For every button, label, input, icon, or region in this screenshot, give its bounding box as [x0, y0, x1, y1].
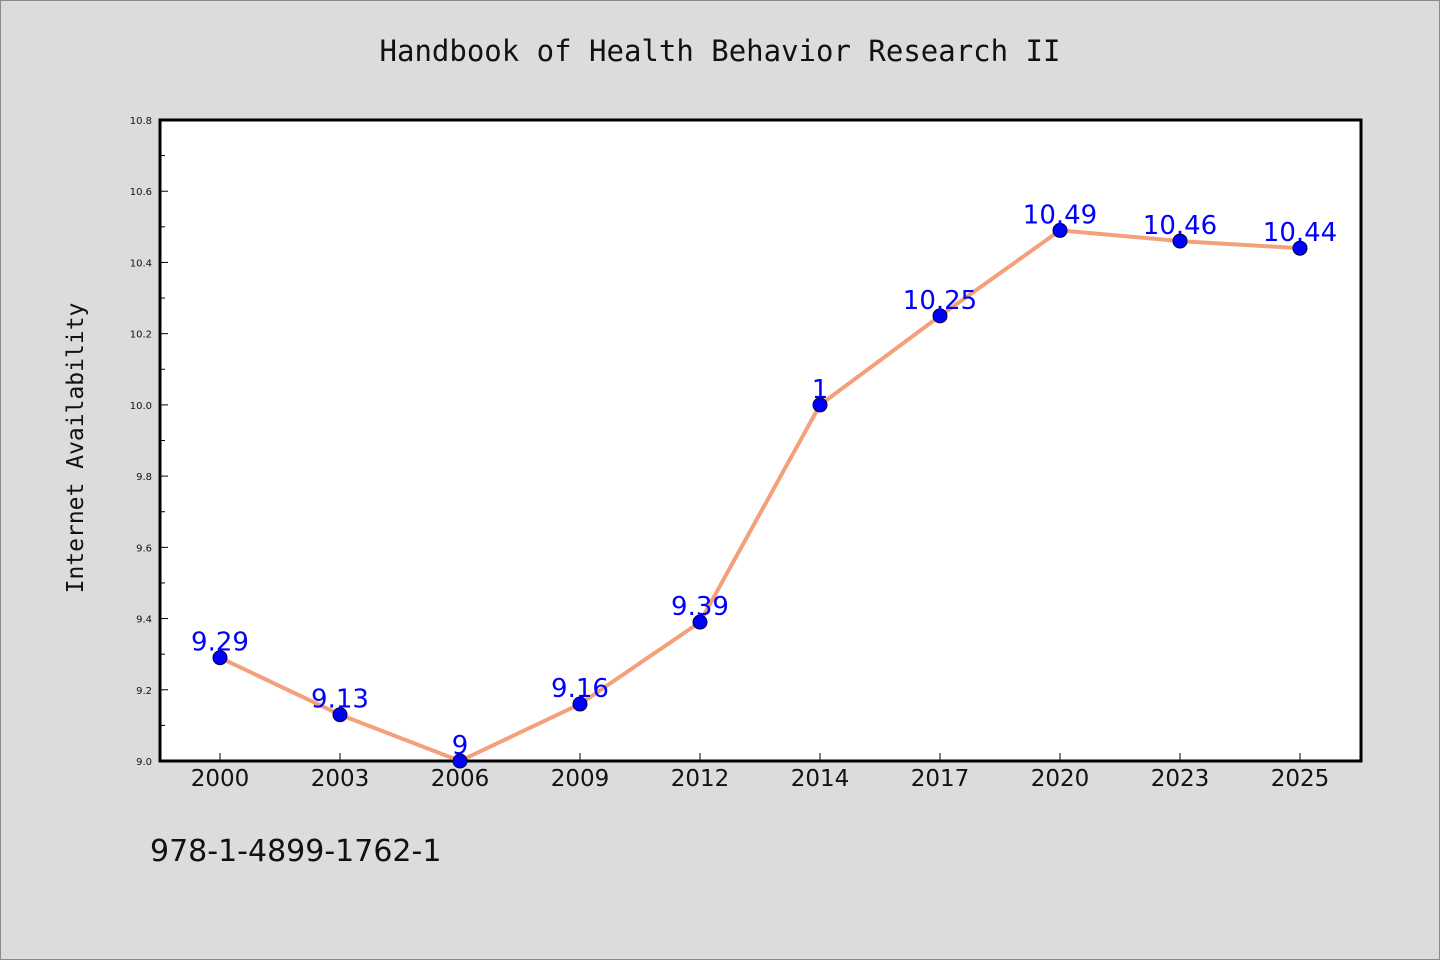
x-tick-label: 2020: [1031, 766, 1090, 792]
data-point: [452, 753, 468, 769]
x-tick-label: 2000: [191, 766, 250, 792]
y-tick-label: 10.4: [130, 258, 152, 269]
y-tick-label: 10.8: [130, 116, 152, 127]
data-point: [212, 650, 228, 666]
data-label: 9.39: [671, 592, 729, 622]
data-point: [1052, 222, 1068, 238]
data-label: 9: [452, 731, 469, 761]
data-label: 10.46: [1143, 211, 1217, 241]
y-tick-label: 10.0: [130, 401, 152, 412]
y-tick-label: 9.6: [136, 543, 152, 554]
series-line: [219, 228, 1301, 763]
data-label: 10.49: [1023, 200, 1097, 230]
y-tick-label: 9.0: [136, 757, 152, 768]
data-point: [692, 614, 708, 630]
data-point: [1292, 240, 1308, 256]
data-point: [932, 308, 948, 324]
x-tick-label: 2009: [551, 766, 610, 792]
y-tick-label: 9.4: [136, 615, 152, 626]
data-label: 10.44: [1263, 218, 1337, 248]
x-tick-label: 2023: [1151, 766, 1210, 792]
plot-area: [158, 118, 1363, 763]
x-tick-label: 2017: [911, 766, 970, 792]
footer-code: 978-1-4899-1762-1: [150, 834, 442, 869]
data-point: [332, 707, 348, 723]
x-tick-label: 2006: [431, 766, 490, 792]
y-tick-label: 10.6: [130, 187, 152, 198]
y-tick-label: 10.2: [130, 330, 152, 341]
y-tick-label: 9.2: [136, 686, 152, 697]
x-tick-label: 2003: [311, 766, 370, 792]
data-label: 9.13: [311, 685, 369, 715]
data-point: [812, 397, 828, 413]
data-label: 1: [812, 375, 829, 405]
data-label: 9.16: [551, 674, 609, 704]
chart-title: Handbook of Health Behavior Research II: [379, 34, 1061, 68]
data-point: [1172, 233, 1188, 249]
x-tick-label: 2014: [791, 766, 850, 792]
data-label: 10.25: [903, 286, 977, 316]
x-tick-label: 2025: [1271, 766, 1330, 792]
data-point: [572, 696, 588, 712]
x-tick-label: 2012: [671, 766, 730, 792]
data-label: 9.29: [191, 628, 249, 658]
y-tick-label: 9.8: [136, 472, 152, 483]
